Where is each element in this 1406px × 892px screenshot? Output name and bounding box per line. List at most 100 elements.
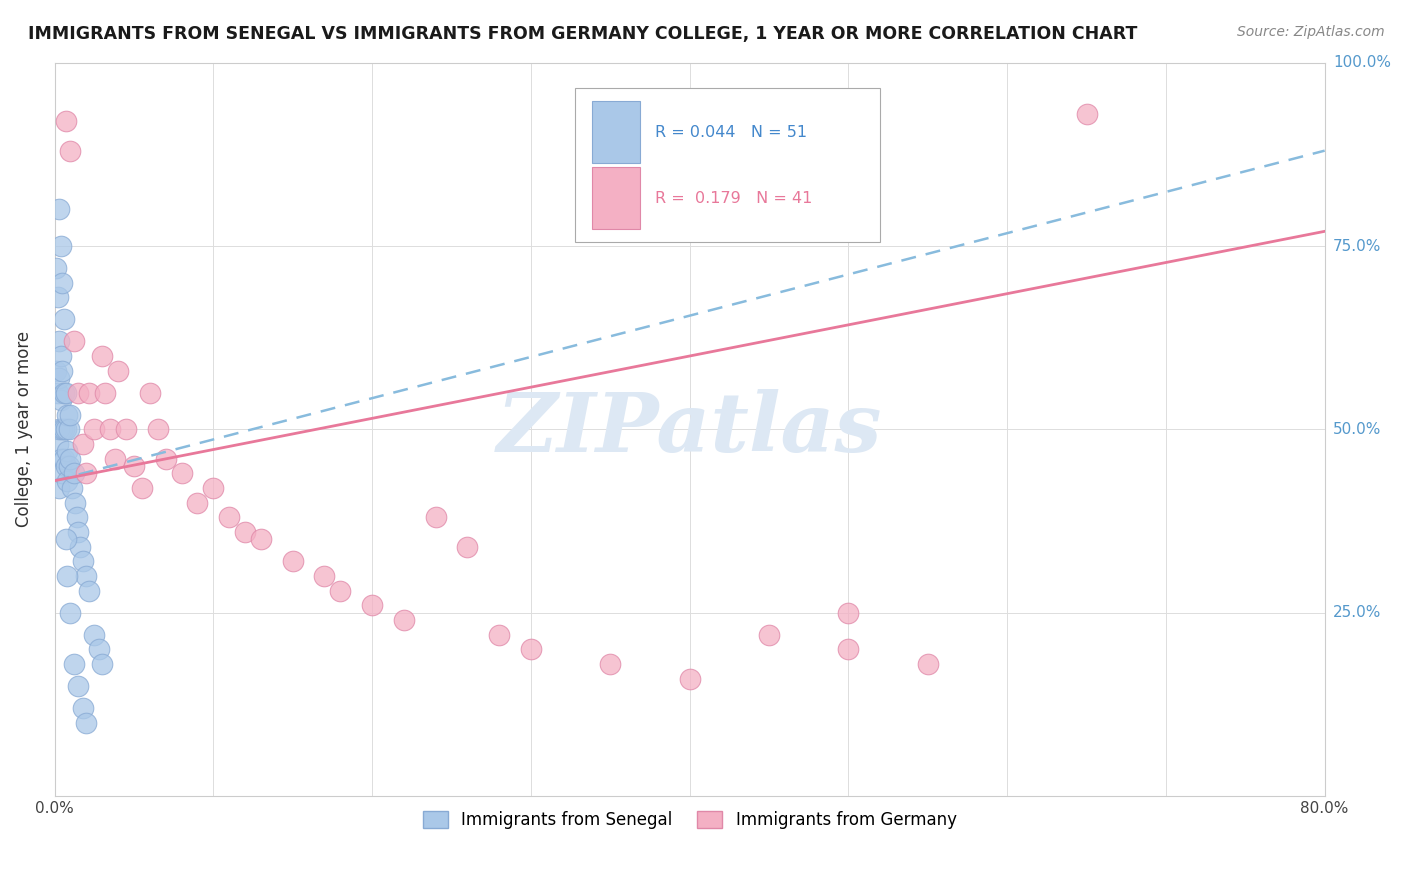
Point — [46, 385, 69, 400]
Text: 75.0%: 75.0% — [1333, 238, 1381, 253]
Point — [75, 569, 97, 583]
Point — [75, 715, 97, 730]
Point — [678, 672, 700, 686]
Point — [488, 628, 510, 642]
Point — [58, 458, 80, 473]
Legend: Immigrants from Senegal, Immigrants from Germany: Immigrants from Senegal, Immigrants from… — [416, 804, 963, 836]
Point — [53, 385, 76, 400]
Point — [49, 392, 72, 407]
Point — [520, 642, 543, 657]
Point — [55, 114, 77, 128]
Point — [62, 467, 84, 481]
Point — [48, 334, 70, 349]
FancyBboxPatch shape — [575, 88, 880, 243]
Point — [55, 422, 77, 436]
Point — [281, 554, 304, 568]
Point — [45, 364, 67, 378]
Point — [72, 437, 94, 451]
Point — [186, 496, 208, 510]
Point — [66, 510, 89, 524]
Point — [56, 444, 79, 458]
Point — [56, 569, 79, 583]
Text: R =  0.179   N = 41: R = 0.179 N = 41 — [655, 191, 813, 206]
Point — [53, 312, 76, 326]
Point — [122, 458, 145, 473]
Text: IMMIGRANTS FROM SENEGAL VS IMMIGRANTS FROM GERMANY COLLEGE, 1 YEAR OR MORE CORRE: IMMIGRANTS FROM SENEGAL VS IMMIGRANTS FR… — [28, 25, 1137, 43]
Point — [146, 422, 169, 436]
Point — [53, 451, 76, 466]
Point — [48, 371, 70, 385]
Point — [62, 657, 84, 671]
Point — [361, 599, 384, 613]
Bar — [592, 167, 640, 229]
Text: ZIPatlas: ZIPatlas — [496, 390, 883, 469]
Point — [67, 524, 90, 539]
Text: 25.0%: 25.0% — [1333, 606, 1381, 620]
Point — [55, 385, 77, 400]
Point — [46, 437, 69, 451]
Point — [98, 422, 121, 436]
Y-axis label: College, 1 year or more: College, 1 year or more — [15, 331, 32, 527]
Point — [250, 533, 273, 547]
Point — [94, 385, 117, 400]
Point — [51, 276, 73, 290]
Point — [67, 679, 90, 693]
Point — [51, 422, 73, 436]
Point — [69, 540, 91, 554]
Point — [56, 474, 79, 488]
Point — [1076, 107, 1098, 121]
Point — [46, 290, 69, 304]
Point — [83, 422, 105, 436]
Point — [107, 364, 129, 378]
Point — [51, 467, 73, 481]
Point — [59, 606, 82, 620]
Point — [139, 385, 162, 400]
Point — [83, 628, 105, 642]
Point — [87, 642, 110, 657]
Point — [392, 613, 415, 627]
Point — [218, 510, 240, 524]
Point — [55, 458, 77, 473]
Point — [58, 422, 80, 436]
Point — [62, 334, 84, 349]
Text: 100.0%: 100.0% — [1333, 55, 1391, 70]
Point — [48, 481, 70, 495]
Text: Source: ZipAtlas.com: Source: ZipAtlas.com — [1237, 25, 1385, 39]
Point — [56, 408, 79, 422]
Point — [51, 364, 73, 378]
Point — [425, 510, 447, 524]
Point — [75, 467, 97, 481]
Point — [72, 554, 94, 568]
Point — [104, 451, 127, 466]
Point — [72, 701, 94, 715]
Point — [79, 385, 101, 400]
Bar — [592, 101, 640, 163]
Point — [53, 422, 76, 436]
Point — [48, 202, 70, 217]
Point — [917, 657, 939, 671]
Point — [314, 569, 336, 583]
Point — [49, 239, 72, 253]
Point — [91, 657, 114, 671]
Point — [170, 467, 193, 481]
Point — [91, 349, 114, 363]
Point — [202, 481, 225, 495]
Point — [63, 496, 86, 510]
Point — [49, 451, 72, 466]
Point — [59, 408, 82, 422]
Point — [837, 642, 859, 657]
Point — [233, 524, 256, 539]
Point — [155, 451, 177, 466]
Text: R = 0.044   N = 51: R = 0.044 N = 51 — [655, 125, 807, 140]
Text: 50.0%: 50.0% — [1333, 422, 1381, 437]
Point — [131, 481, 153, 495]
Point — [456, 540, 478, 554]
Point — [599, 657, 621, 671]
Point — [49, 349, 72, 363]
Point — [758, 628, 780, 642]
Point — [79, 583, 101, 598]
Point — [837, 606, 859, 620]
Point — [55, 533, 77, 547]
Point — [59, 144, 82, 158]
Point — [48, 422, 70, 436]
